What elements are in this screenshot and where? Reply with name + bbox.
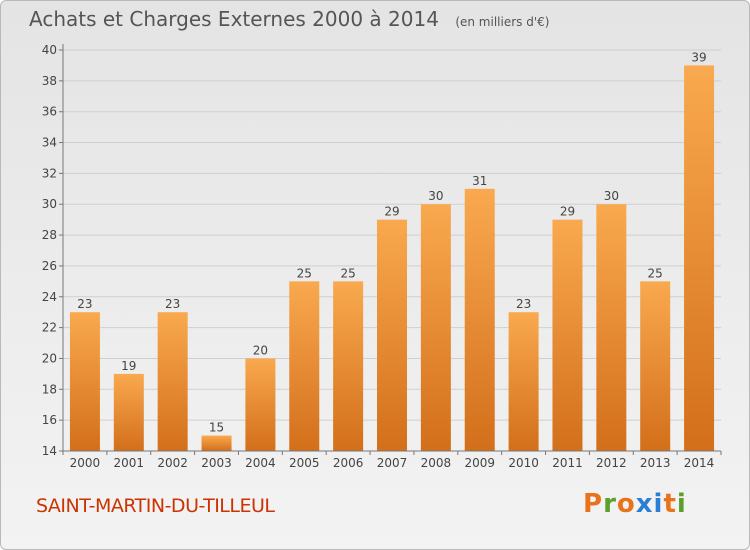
place-name: SAINT-MARTIN-DU-TILLEUL: [36, 495, 275, 517]
logo-letter: i: [676, 489, 687, 519]
chart-title-text: Achats et Charges Externes 2000 à 2014: [29, 7, 439, 31]
bar-2002: [157, 312, 188, 451]
bar-2004: [245, 358, 276, 451]
bar-2010: [508, 312, 539, 451]
x-tick-label-2004: 2004: [245, 456, 276, 470]
x-tick-label-2012: 2012: [596, 456, 627, 470]
x-tick-label-2011: 2011: [552, 456, 583, 470]
x-tick-label-2001: 2001: [114, 456, 145, 470]
x-tick-label-2002: 2002: [157, 456, 188, 470]
bar-2003: [201, 435, 232, 451]
bar-value-2002: 23: [165, 297, 180, 311]
logo-letter: r: [603, 489, 617, 519]
y-tick-label-26: 26: [42, 259, 57, 273]
bar-2008: [420, 204, 451, 451]
y-tick-label-40: 40: [42, 43, 57, 57]
x-tick-label-2006: 2006: [333, 456, 364, 470]
x-tick-label-2007: 2007: [377, 456, 408, 470]
y-tick-label-34: 34: [42, 136, 57, 150]
chart-title: Achats et Charges Externes 2000 à 2014 (…: [29, 7, 549, 31]
bar-value-2004: 20: [253, 343, 268, 357]
x-tick-label-2009: 2009: [464, 456, 495, 470]
bar-value-2010: 23: [516, 297, 531, 311]
bar-value-2014: 39: [691, 50, 706, 64]
y-tick-label-20: 20: [42, 351, 57, 365]
chart-unit: (en milliers d'€): [455, 15, 550, 29]
x-tick-label-2013: 2013: [640, 456, 671, 470]
axes: 14 16 18 20 22 24 26 28 30 32 34 36 38 40 2000 2001 2002…: [42, 43, 722, 470]
bar-value-2011: 29: [560, 205, 575, 219]
bar-value-2007: 29: [384, 205, 399, 219]
logo-letter: P: [583, 489, 604, 519]
x-tick-label-2005: 2005: [289, 456, 320, 470]
bar-2001: [113, 373, 144, 451]
x-tick-label-2008: 2008: [421, 456, 452, 470]
bar-value-2000: 23: [77, 297, 92, 311]
bar-2012: [596, 204, 627, 451]
y-tick-label-14: 14: [42, 444, 57, 458]
bar-2011: [552, 219, 583, 451]
y-tick-label-32: 32: [42, 166, 57, 180]
y-tick-label-28: 28: [42, 228, 57, 242]
y-tick-label-38: 38: [42, 74, 57, 88]
x-tick-label-2010: 2010: [508, 456, 539, 470]
x-tick-label-2003: 2003: [201, 456, 232, 470]
logo-letter: x: [635, 489, 654, 519]
y-tick-label-22: 22: [42, 321, 57, 335]
bar-value-2005: 25: [297, 266, 312, 280]
bar-2014: [684, 65, 715, 451]
bars: 23 19 23 15 20 25 25 29 30 31 23 29 30 25 39: [69, 50, 715, 452]
x-tick-label-2000: 2000: [70, 456, 101, 470]
bar-2013: [640, 281, 671, 451]
y-tick-label-24: 24: [42, 290, 57, 304]
bar-value-2009: 31: [472, 174, 487, 188]
y-tick-label-16: 16: [42, 413, 57, 427]
bar-2006: [333, 281, 364, 451]
bar-value-2013: 25: [648, 266, 663, 280]
bar-2009: [464, 188, 495, 452]
x-tick-label-2014: 2014: [684, 456, 715, 470]
proxiti-logo: Proxiti: [583, 489, 687, 519]
bar-value-2003: 15: [209, 421, 224, 435]
bar-2000: [69, 312, 100, 451]
y-tick-label-36: 36: [42, 105, 57, 119]
logo-letter: t: [663, 489, 677, 519]
bar-2007: [377, 219, 407, 451]
y-tick-label-30: 30: [42, 197, 57, 211]
logo-letter: i: [653, 489, 664, 519]
bar-value-2006: 25: [340, 266, 355, 280]
bar-2005: [289, 281, 320, 451]
bar-value-2008: 30: [428, 189, 443, 203]
y-tick-label-18: 18: [42, 382, 57, 396]
bar-value-2001: 19: [121, 359, 136, 373]
logo-letter: o: [616, 489, 636, 519]
bar-value-2012: 30: [604, 189, 619, 203]
